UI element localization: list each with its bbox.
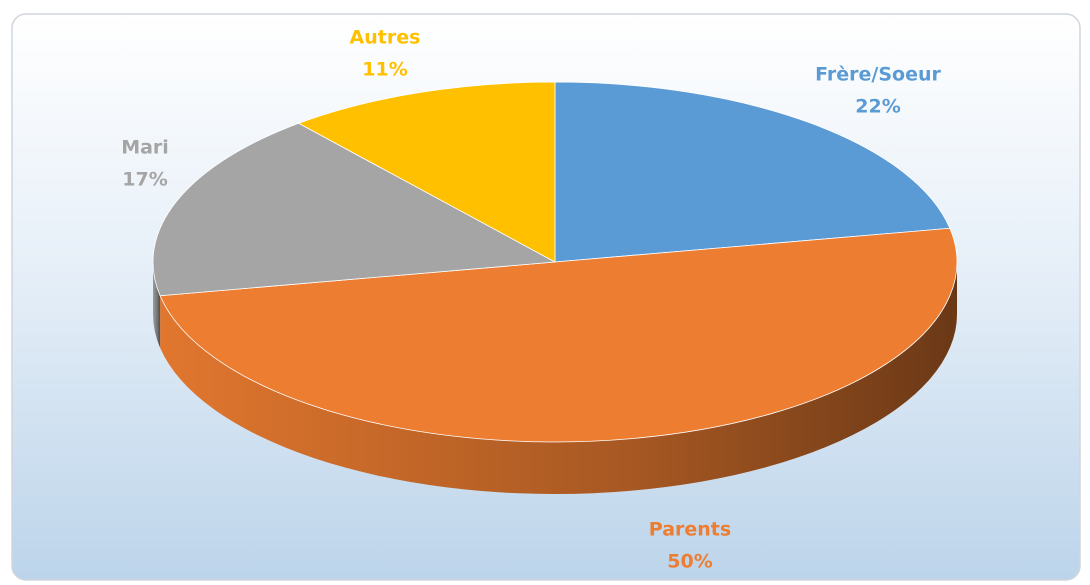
slice-value-label: 17% <box>122 169 167 191</box>
slice-value-label: 50% <box>667 551 712 573</box>
slice-label: Parents <box>649 519 731 541</box>
slice <box>152 122 557 297</box>
slice-value-label: 22% <box>855 96 900 118</box>
pie <box>152 81 958 494</box>
labels: Frère/Soeur 22% Parents 50% Mari 17% Autres 11% <box>121 27 941 573</box>
slice <box>297 81 556 263</box>
slice-label: Autres <box>350 27 421 49</box>
slice <box>159 227 958 443</box>
slice-side-shade <box>153 262 161 348</box>
slice <box>554 81 951 263</box>
slice-label: Frère/Soeur <box>815 64 941 86</box>
slice-value-label: 11% <box>362 59 407 81</box>
slice-side-shade <box>160 262 957 494</box>
slice-label: Mari <box>121 137 169 159</box>
